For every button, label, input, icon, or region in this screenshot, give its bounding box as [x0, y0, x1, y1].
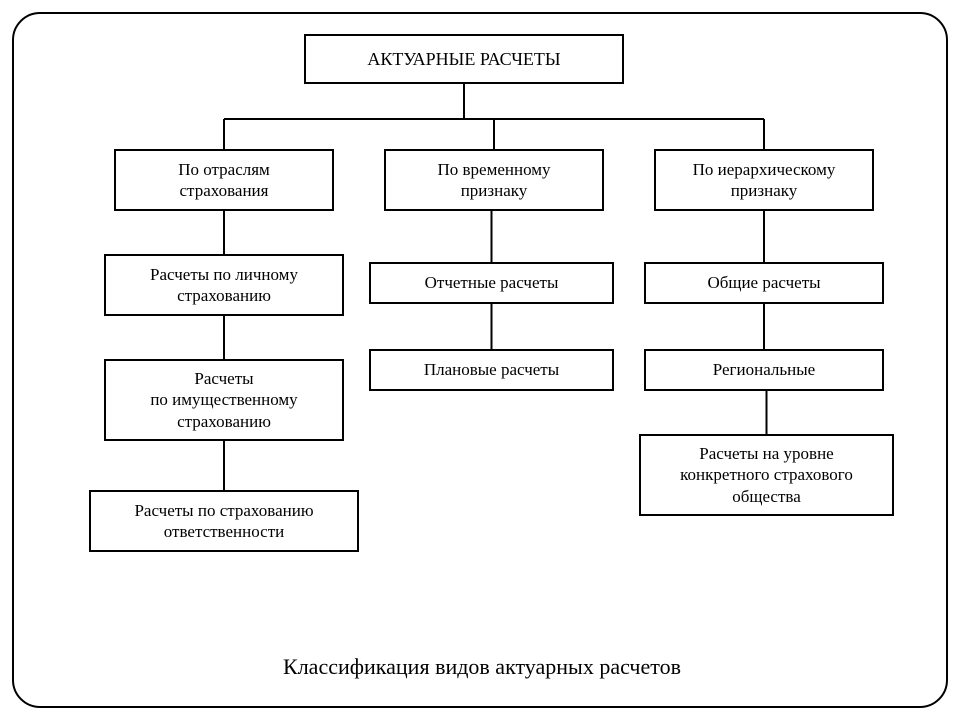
node-label: По временному признаку — [437, 159, 550, 202]
node-cat2: По временному признаку — [384, 149, 604, 211]
node-c3c: Расчеты на уровне конкретного страхового… — [639, 434, 894, 516]
node-label: Региональные — [713, 359, 815, 380]
node-label: Расчеты на уровне конкретного страхового… — [680, 443, 853, 507]
node-c1c: Расчеты по страхованию ответственности — [89, 490, 359, 552]
node-label: Расчеты по имущественному страхованию — [150, 368, 297, 432]
node-c3a: Общие расчеты — [644, 262, 884, 304]
node-label: АКТУАРНЫЕ РАСЧЕТЫ — [367, 48, 560, 71]
node-label: Отчетные расчеты — [425, 272, 559, 293]
node-c1a: Расчеты по личному страхованию — [104, 254, 344, 316]
node-label: Плановые расчеты — [424, 359, 559, 380]
node-label: Расчеты по страхованию ответственности — [134, 500, 313, 543]
node-label: Общие расчеты — [707, 272, 820, 293]
node-label: По иерархическому признаку — [693, 159, 836, 202]
node-c2a: Отчетные расчеты — [369, 262, 614, 304]
node-label: Расчеты по личному страхованию — [150, 264, 298, 307]
diagram-caption: Классификация видов актуарных расчетов — [14, 654, 948, 680]
node-cat1: По отраслям страхования — [114, 149, 334, 211]
node-c3b: Региональные — [644, 349, 884, 391]
node-cat3: По иерархическому признаку — [654, 149, 874, 211]
node-c2b: Плановые расчеты — [369, 349, 614, 391]
slide-frame: АКТУАРНЫЕ РАСЧЕТЫ По отраслям страхования… — [12, 12, 948, 708]
diagram-canvas: АКТУАРНЫЕ РАСЧЕТЫ По отраслям страхования… — [14, 14, 946, 706]
node-root: АКТУАРНЫЕ РАСЧЕТЫ — [304, 34, 624, 84]
node-label: По отраслям страхования — [178, 159, 270, 202]
node-c1b: Расчеты по имущественному страхованию — [104, 359, 344, 441]
